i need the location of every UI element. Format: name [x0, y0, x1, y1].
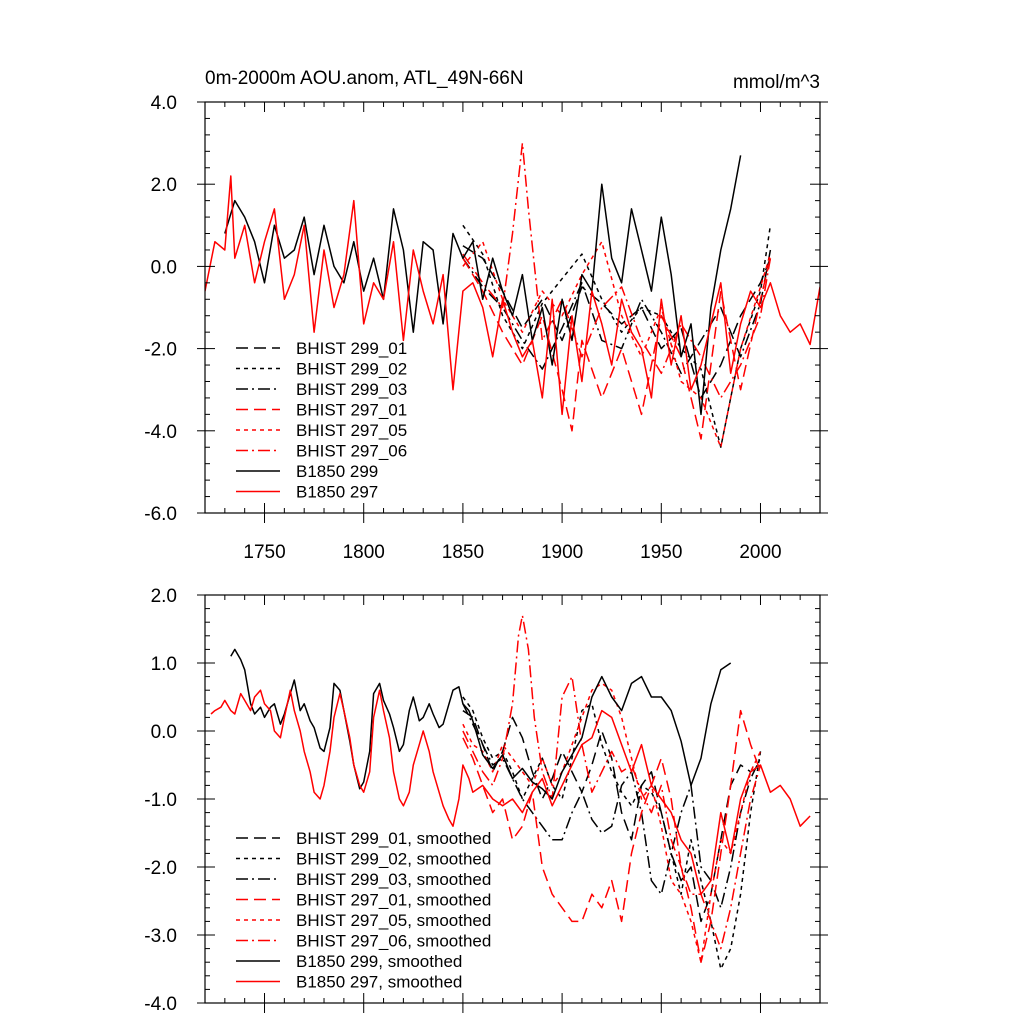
- top-y-tick-label: -4.0: [144, 422, 177, 443]
- top-x-tick-label: 1750: [243, 542, 285, 563]
- bottom-legend-label-1: BHIST 299_02, smoothed: [296, 850, 491, 869]
- top-legend-label-6: B1850 299: [296, 462, 378, 481]
- top-x-tick-label: 2000: [739, 542, 781, 563]
- bottom-legend-label-4: BHIST 297_05, smoothed: [296, 911, 491, 930]
- bottom-axes: -4.0 -3.0 -2.0 -1.0 0.0 1.0 2.0: [144, 586, 828, 1015]
- top-series-lines: [205, 142, 820, 448]
- top-legend-label-3: BHIST 297_01: [296, 401, 407, 420]
- bottom-legend-label-3: BHIST 297_01, smoothed: [296, 891, 491, 910]
- bottom-legend-label-7: B1850 297, smoothed: [296, 973, 462, 992]
- bottom-legend: BHIST 299_01, smoothed BHIST 299_02, smoo…: [236, 829, 491, 992]
- bottom-legend-label-0: BHIST 299_01, smoothed: [296, 829, 491, 848]
- top-x-tick-label: 1850: [442, 542, 484, 563]
- top-y-tick-label: -2.0: [144, 340, 177, 361]
- top-y-tick-label: 4.0: [151, 93, 177, 114]
- bottom-series-lines: [210, 614, 811, 970]
- top-series-line-3: [462, 257, 772, 440]
- top-x-tick-label: 1900: [541, 542, 583, 563]
- top-panel: 0m-2000m AOU.anom, ATL_49N-66N mmol/m^3 …: [144, 68, 828, 563]
- bottom-legend-label-5: BHIST 297_06, smoothed: [296, 932, 491, 951]
- top-series-line-5: [462, 142, 772, 399]
- top-legend-label-2: BHIST 299_03: [296, 380, 407, 399]
- top-x-tick-label: 1950: [640, 542, 682, 563]
- top-axes: 1750 1800 1850 1900 1950 2000 -6.0 -4.0 -2.0 0.0 2…: [144, 93, 828, 563]
- panel-title: 0m-2000m AOU.anom, ATL_49N-66N: [205, 68, 524, 89]
- bottom-y-tick-label: 1.0: [151, 654, 177, 675]
- top-series-line-1: [462, 224, 772, 448]
- bottom-series-line-5: [462, 614, 762, 950]
- top-series-line-4: [462, 240, 772, 448]
- bottom-y-tick-label: -1.0: [144, 790, 177, 811]
- bottom-series-line-6: [230, 648, 732, 800]
- bottom-y-tick-label: 2.0: [151, 586, 177, 607]
- bottom-panel: -4.0 -3.0 -2.0 -1.0 0.0 1.0 2.0 BHIST 299_01, …: [144, 586, 828, 1015]
- top-legend-label-7: B1850 297: [296, 483, 378, 502]
- bottom-y-tick-label: -4.0: [144, 994, 177, 1015]
- top-legend-label-5: BHIST 297_06: [296, 442, 407, 461]
- top-y-tick-label: -6.0: [144, 504, 177, 525]
- top-legend-label-1: BHIST 299_02: [296, 360, 407, 379]
- bottom-series-line-3: [462, 709, 762, 963]
- bottom-y-tick-label: -3.0: [144, 926, 177, 947]
- bottom-series-line-4: [462, 682, 762, 963]
- bottom-y-tick-label: 0.0: [151, 722, 177, 743]
- units-label: mmol/m^3: [733, 72, 820, 93]
- top-series-line-6: [224, 155, 742, 416]
- top-y-tick-label: 0.0: [151, 257, 177, 278]
- top-plot-frame: [204, 101, 821, 514]
- bottom-legend-label-2: BHIST 299_03, smoothed: [296, 870, 491, 889]
- top-series-line-7: [205, 175, 820, 416]
- top-y-tick-label: 2.0: [151, 175, 177, 196]
- bottom-series-line-7: [210, 689, 811, 895]
- bottom-y-tick-label: -2.0: [144, 858, 177, 879]
- top-legend-label-4: BHIST 297_05: [296, 421, 407, 440]
- top-legend-label-0: BHIST 299_01: [296, 339, 407, 358]
- top-x-tick-label: 1800: [343, 542, 385, 563]
- bottom-legend-label-6: B1850 299, smoothed: [296, 952, 462, 971]
- bottom-series-line-1: [462, 696, 762, 970]
